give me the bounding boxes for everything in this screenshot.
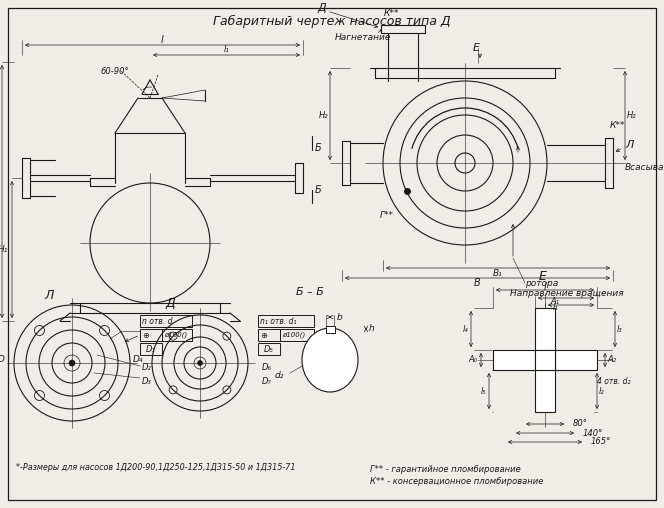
- Text: Габаритный чертеж насосов типа Д: Габаритный чертеж насосов типа Д: [213, 15, 451, 28]
- Text: D₄: D₄: [133, 355, 143, 364]
- Bar: [493, 350, 535, 370]
- Text: d₂: d₂: [275, 370, 284, 379]
- Text: 60-90°: 60-90°: [100, 68, 129, 77]
- Text: l: l: [544, 282, 546, 292]
- Text: D₅: D₅: [264, 344, 274, 354]
- Bar: [258, 343, 280, 355]
- Text: A₁: A₁: [550, 297, 559, 305]
- Text: 80°: 80°: [573, 420, 588, 429]
- Circle shape: [197, 361, 203, 365]
- Text: D₂: D₂: [142, 364, 152, 372]
- Text: l₃: l₃: [617, 325, 623, 333]
- Text: A₀: A₀: [469, 356, 478, 365]
- Text: Д: Д: [165, 297, 175, 309]
- Text: A₂: A₂: [607, 356, 616, 365]
- Text: 140°: 140°: [583, 429, 604, 437]
- Bar: [258, 315, 314, 327]
- Text: Б – Б: Б – Б: [296, 287, 324, 297]
- Text: D₆: D₆: [262, 364, 272, 372]
- Bar: [535, 370, 555, 412]
- Text: Е: Е: [539, 270, 547, 283]
- Text: D₃: D₃: [142, 376, 152, 386]
- Text: h: h: [369, 324, 374, 333]
- Text: l₄: l₄: [462, 325, 468, 333]
- Text: ротора: ротора: [525, 278, 558, 288]
- Text: D₇: D₇: [262, 376, 272, 386]
- Bar: [258, 329, 280, 341]
- Bar: [280, 329, 314, 341]
- Text: Е: Е: [473, 43, 479, 53]
- Circle shape: [69, 360, 75, 366]
- Text: Г** - гарантийное пломбирование: Г** - гарантийное пломбирование: [370, 465, 521, 474]
- Text: B₁: B₁: [493, 269, 503, 277]
- Bar: [555, 350, 597, 370]
- Text: l₅: l₅: [480, 387, 486, 396]
- Bar: [535, 350, 555, 370]
- Text: D₁: D₁: [146, 344, 156, 354]
- Text: Г**: Г**: [380, 210, 394, 219]
- Bar: [140, 329, 162, 341]
- Bar: [140, 315, 192, 327]
- Ellipse shape: [302, 328, 358, 392]
- Text: H₂: H₂: [318, 111, 328, 120]
- Text: ø100(): ø100(): [282, 332, 305, 338]
- Text: D: D: [0, 355, 5, 364]
- Text: l₁: l₁: [224, 46, 229, 54]
- Text: ø100(): ø100(): [164, 332, 187, 338]
- Text: Нагнетание: Нагнетание: [335, 34, 391, 43]
- Text: Направление вращения: Направление вращения: [510, 289, 623, 298]
- Bar: [162, 329, 192, 341]
- Text: B: B: [474, 278, 481, 288]
- Text: Л: Л: [625, 140, 633, 150]
- Text: ⊕: ⊕: [260, 331, 267, 339]
- Text: 165°: 165°: [591, 437, 612, 447]
- Text: К** - консервационное пломбирование: К** - консервационное пломбирование: [370, 478, 543, 487]
- Text: Л: Л: [44, 289, 53, 302]
- Text: Всасывание: Всасывание: [625, 164, 664, 173]
- Bar: [140, 343, 162, 355]
- Text: 4 отв. d₂: 4 отв. d₂: [597, 377, 631, 387]
- Text: n отв. d: n отв. d: [142, 316, 173, 326]
- Text: ⊕: ⊕: [142, 331, 149, 339]
- Text: l₂: l₂: [599, 387, 605, 396]
- Text: H₁: H₁: [0, 245, 8, 254]
- Text: К**: К**: [610, 120, 625, 130]
- Text: Б: Б: [315, 143, 322, 153]
- Text: Д: Д: [317, 3, 326, 13]
- Text: b: b: [337, 312, 343, 322]
- Text: n₁ отв. d₁: n₁ отв. d₁: [260, 316, 297, 326]
- Text: Б: Б: [315, 185, 322, 195]
- Text: l₁: l₁: [553, 303, 558, 312]
- Bar: [535, 308, 555, 350]
- Text: H₂: H₂: [627, 111, 637, 120]
- Text: l: l: [161, 35, 164, 45]
- Text: *-Размеры для насосов 1Д200-90,1Д250-125,1Д315-50 и 1Д315-71: *-Размеры для насосов 1Д200-90,1Д250-125…: [16, 463, 295, 472]
- Text: К**: К**: [383, 9, 398, 17]
- Bar: [326, 326, 335, 333]
